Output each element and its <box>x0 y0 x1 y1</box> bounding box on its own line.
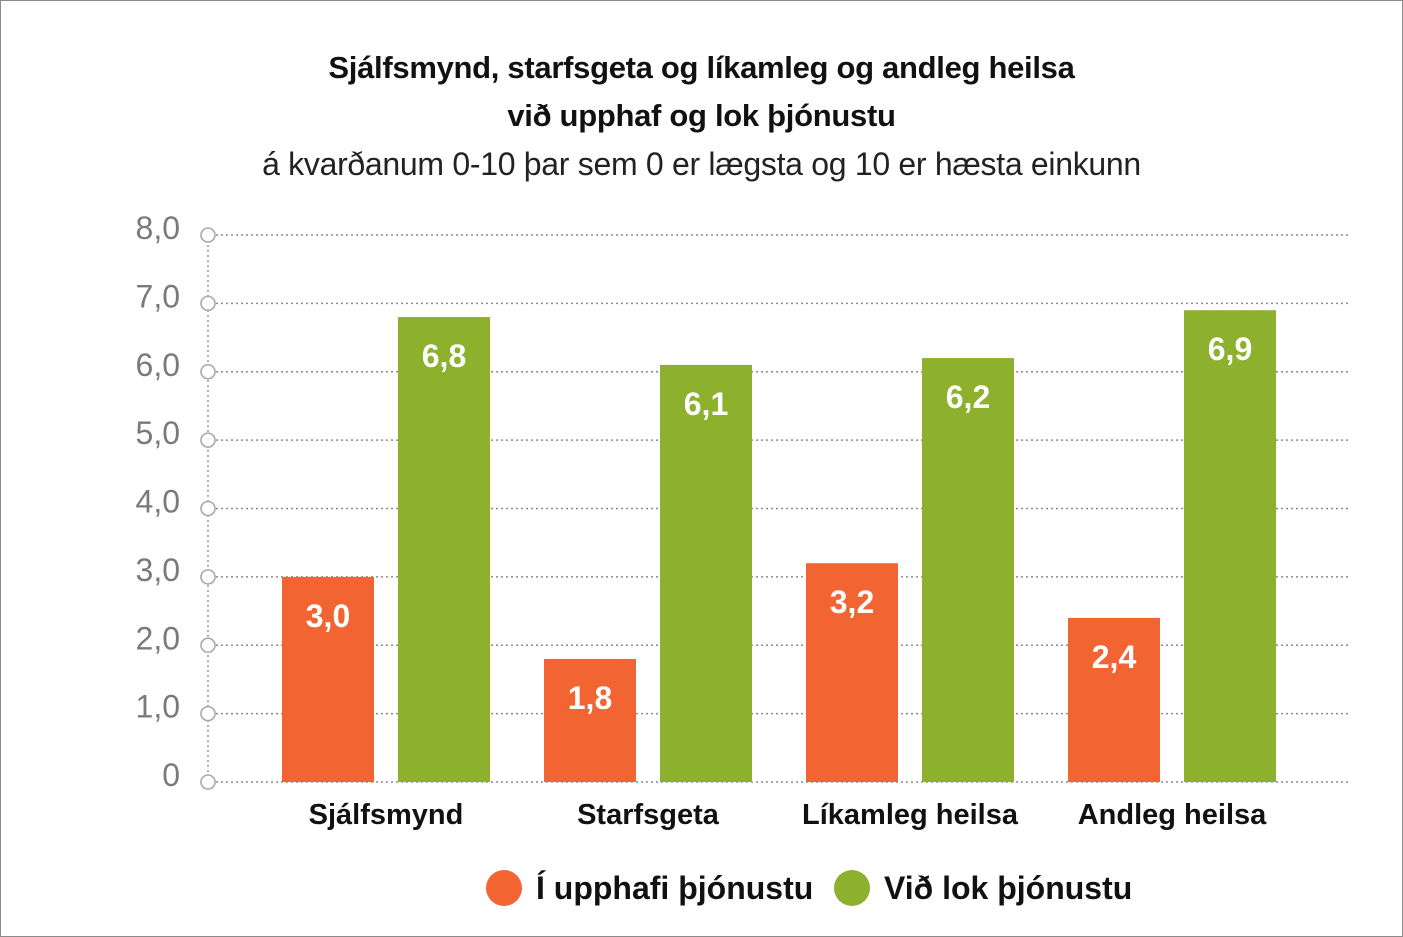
y-tick-label: 2,0 <box>136 620 180 656</box>
bar-start <box>282 576 374 782</box>
y-tick-label: 3,0 <box>136 552 180 588</box>
x-category-label: Andleg heilsa <box>1078 799 1267 831</box>
chart-title: Sjálfsmynd, starfsgeta og líkamleg og an… <box>328 50 1075 85</box>
y-tick-label: 6,0 <box>136 347 180 383</box>
y-tick-marker <box>200 295 216 312</box>
bar-value-label: 3,2 <box>830 584 874 620</box>
bar-value-label: 2,4 <box>1092 639 1137 675</box>
y-tick-label: 4,0 <box>136 484 180 520</box>
y-tick-label: 8,0 <box>136 210 180 246</box>
legend-marker <box>486 870 522 906</box>
y-tick-marker <box>200 227 216 243</box>
bar-value-label: 6,2 <box>946 379 990 415</box>
x-category-label: Starfsgeta <box>577 799 720 831</box>
bar-value-label: 1,8 <box>568 680 612 716</box>
y-tick-label: 7,0 <box>136 278 180 314</box>
legend-marker <box>834 870 870 906</box>
y-tick-marker <box>200 432 216 448</box>
y-tick-marker <box>200 637 216 654</box>
y-tick-marker <box>200 500 216 517</box>
bar-value-label: 6,1 <box>684 386 728 422</box>
x-category-label: Líkamleg heilsa <box>802 799 1019 831</box>
bar-start <box>544 658 636 782</box>
chart-title-line2: við upphaf og lok þjónustu <box>507 98 896 133</box>
y-tick-marker <box>200 774 216 790</box>
y-tick-label: 5,0 <box>136 415 180 451</box>
bar-end <box>1184 310 1276 782</box>
bar-value-label: 3,0 <box>306 598 350 634</box>
x-category-label: Sjálfsmynd <box>309 799 464 831</box>
bar-end <box>922 358 1014 782</box>
bar-value-label: 6,9 <box>1208 331 1252 367</box>
legend-label: Við lok þjónustu <box>884 870 1132 906</box>
y-tick-marker <box>200 569 216 585</box>
y-tick-marker <box>200 705 216 722</box>
y-tick-marker <box>200 363 216 380</box>
y-tick-label: 0 <box>162 757 180 793</box>
y-tick-label: 1,0 <box>136 689 180 725</box>
chart-subtitle: á kvarðanum 0-10 þar sem 0 er lægsta og … <box>262 146 1141 182</box>
bar-start <box>1068 617 1160 782</box>
legend-label: Í upphafi þjónustu <box>536 870 813 906</box>
bar-start <box>806 563 898 782</box>
bar-end <box>398 317 490 782</box>
bar-end <box>660 364 752 782</box>
bar-value-label: 6,8 <box>422 338 466 374</box>
